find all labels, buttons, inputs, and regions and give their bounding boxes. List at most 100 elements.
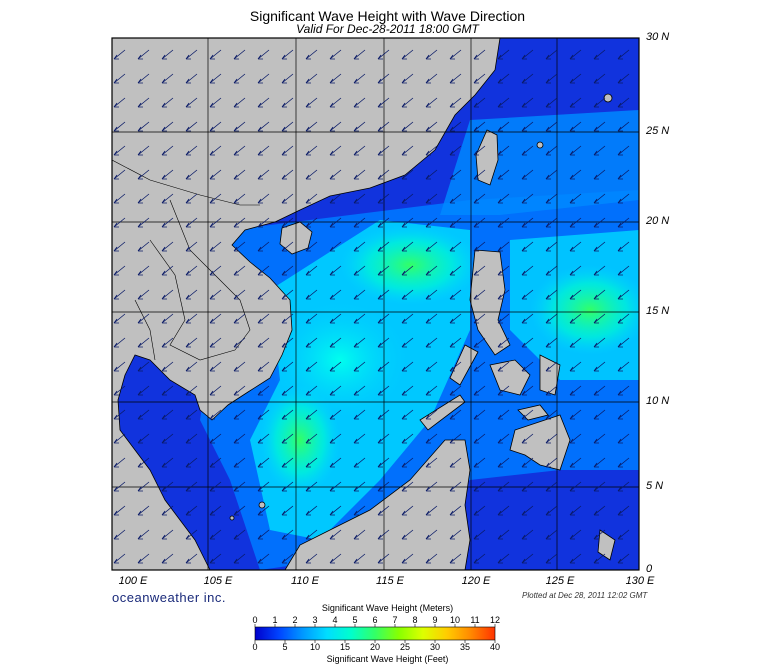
wave-arrow	[593, 433, 606, 444]
wave-arrow	[617, 49, 630, 60]
wave-arrow	[449, 193, 462, 204]
wave-arrow	[353, 49, 366, 60]
wave-arrow	[329, 409, 342, 420]
wave-arrow	[545, 193, 558, 204]
wave-arrow	[233, 529, 246, 540]
wave-arrow	[401, 385, 414, 396]
wave-arrow	[401, 265, 414, 276]
wave-arrow	[185, 97, 198, 108]
wave-arrow	[209, 361, 222, 372]
wave-arrow	[257, 193, 270, 204]
wave-arrow	[401, 121, 414, 132]
wave-arrow	[545, 385, 558, 396]
colorbar-meters-tick: 11	[470, 615, 480, 625]
wave-arrow	[161, 73, 174, 84]
wave-arrow	[113, 409, 126, 420]
wave-arrow	[521, 409, 534, 420]
wave-arrow	[329, 553, 342, 564]
colorbar-feet-tick: 20	[369, 642, 381, 652]
wave-arrow	[161, 97, 174, 108]
wave-arrow	[233, 433, 246, 444]
wave-arrow	[257, 361, 270, 372]
wave-arrow	[209, 433, 222, 444]
wave-arrow	[305, 409, 318, 420]
wave-arrow	[329, 241, 342, 252]
wave-arrow	[137, 49, 150, 60]
wave-arrow	[137, 289, 150, 300]
wave-arrow	[209, 73, 222, 84]
wave-arrow	[185, 409, 198, 420]
wave-arrow	[161, 553, 174, 564]
wave-arrow	[257, 97, 270, 108]
wave-arrow	[281, 97, 294, 108]
wave-arrow	[521, 49, 534, 60]
wave-arrow	[497, 481, 510, 492]
wave-arrow	[209, 169, 222, 180]
wave-arrow	[185, 361, 198, 372]
wave-arrow	[377, 265, 390, 276]
wave-arrow	[305, 361, 318, 372]
lat-label-15n: 15 N	[646, 305, 670, 317]
wave-arrow	[233, 505, 246, 516]
wave-arrow	[545, 313, 558, 324]
wave-arrow	[521, 145, 534, 156]
lat-label-30n: 30 N	[646, 31, 670, 43]
wave-arrow	[473, 385, 486, 396]
wave-arrow	[473, 361, 486, 372]
wave-arrow	[401, 217, 414, 228]
wave-arrow	[473, 73, 486, 84]
wave-arrow	[353, 145, 366, 156]
wave-arrow	[425, 49, 438, 60]
wave-arrow	[137, 457, 150, 468]
wave-arrow	[113, 49, 126, 60]
wave-arrow	[473, 337, 486, 348]
lat-label-25n: 25 N	[646, 125, 670, 137]
wave-arrow	[593, 121, 606, 132]
wave-arrow	[545, 289, 558, 300]
wave-arrow	[257, 505, 270, 516]
colorbar-meters-tick: 8	[412, 615, 418, 625]
wave-arrow	[113, 337, 126, 348]
wave-arrow	[425, 193, 438, 204]
wave-arrow	[401, 241, 414, 252]
wave-arrow	[521, 289, 534, 300]
wave-arrow	[185, 337, 198, 348]
wave-arrow	[401, 73, 414, 84]
wave-arrow	[281, 409, 294, 420]
wave-arrow	[569, 265, 582, 276]
wave-arrow	[497, 529, 510, 540]
wave-arrow	[185, 193, 198, 204]
wave-arrow	[425, 241, 438, 252]
wave-arrow	[569, 433, 582, 444]
wave-arrow	[353, 241, 366, 252]
wave-arrow	[473, 217, 486, 228]
wave-arrow	[569, 145, 582, 156]
lon-label-120e: 120 E	[461, 575, 491, 587]
wave-arrow	[329, 193, 342, 204]
colorbar	[254, 626, 496, 641]
wave-arrow	[545, 217, 558, 228]
wave-arrow	[305, 121, 318, 132]
wave-arrow	[137, 97, 150, 108]
wave-arrow	[401, 481, 414, 492]
wave-arrow	[137, 505, 150, 516]
wave-arrow	[497, 241, 510, 252]
wave-arrow	[161, 313, 174, 324]
wave-arrow	[497, 553, 510, 564]
wave-arrow	[545, 457, 558, 468]
wave-arrow	[113, 73, 126, 84]
wave-arrow	[329, 529, 342, 540]
wave-arrow	[137, 241, 150, 252]
colorbar-feet-tick: 15	[339, 642, 351, 652]
wave-arrow	[329, 289, 342, 300]
wave-arrow	[497, 217, 510, 228]
wave-arrow	[137, 529, 150, 540]
wave-arrow	[113, 121, 126, 132]
wave-arrow	[401, 49, 414, 60]
wave-arrow	[521, 97, 534, 108]
wave-arrow	[449, 409, 462, 420]
wave-arrow	[617, 433, 630, 444]
wave-arrow	[209, 553, 222, 564]
wave-arrow	[257, 169, 270, 180]
wave-arrow	[425, 409, 438, 420]
